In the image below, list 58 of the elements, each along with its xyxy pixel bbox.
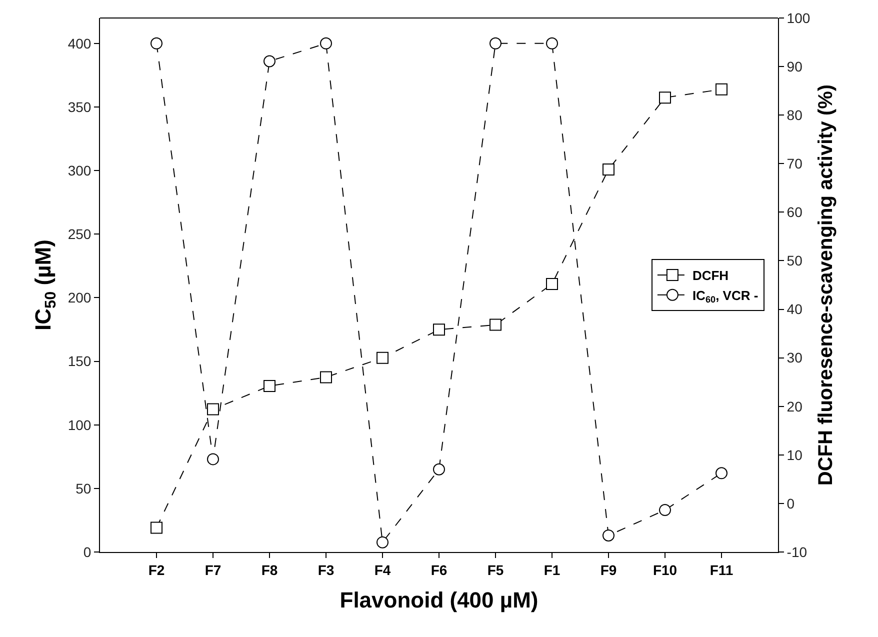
y2-tick-label: 80 bbox=[786, 106, 803, 123]
point bbox=[546, 278, 558, 290]
x-tick-label: F1 bbox=[544, 562, 560, 578]
y2-axis-title: DCFH fluoresence-scavenging activity (%) bbox=[814, 84, 837, 486]
y2-tick-label: 10 bbox=[786, 446, 803, 463]
x-tick-label: F8 bbox=[261, 562, 278, 578]
y2-tick-label: 90 bbox=[786, 58, 803, 74]
point bbox=[320, 37, 332, 50]
point bbox=[659, 504, 671, 516]
y2-tick-label: 50 bbox=[786, 252, 803, 269]
legend-label: DCFH bbox=[692, 268, 729, 284]
y2-tick-label: 70 bbox=[786, 156, 803, 172]
x-tick-label: F7 bbox=[204, 562, 222, 578]
x-tick-label: F4 bbox=[374, 562, 391, 578]
x-tick-label: F3 bbox=[318, 562, 334, 578]
point bbox=[490, 37, 502, 50]
x-axis-title: Flavonoid (400 µM) bbox=[340, 588, 538, 613]
point bbox=[264, 380, 276, 392]
x-tick-label: F2 bbox=[148, 562, 165, 578]
point bbox=[320, 371, 332, 384]
point bbox=[716, 83, 728, 96]
y2-tick-label: -10 bbox=[786, 544, 808, 560]
y-tick-label: 100 bbox=[68, 416, 92, 433]
point bbox=[659, 92, 671, 104]
point bbox=[150, 522, 162, 534]
x-tick-label: F9 bbox=[600, 562, 617, 578]
x-tick-label: F5 bbox=[487, 562, 504, 578]
point bbox=[207, 453, 219, 466]
y-tick-label: 250 bbox=[68, 226, 92, 242]
y-tick-label: 0 bbox=[83, 544, 92, 560]
y2-tick-label: 20 bbox=[786, 398, 803, 414]
x-tick-label: F10 bbox=[652, 562, 678, 578]
point bbox=[433, 324, 445, 336]
y2-tick-label: 100 bbox=[786, 10, 810, 26]
y2-tick-label: 60 bbox=[786, 204, 803, 220]
y-tick-label: 50 bbox=[76, 480, 92, 496]
point bbox=[264, 55, 276, 68]
y-tick-label: 350 bbox=[68, 98, 92, 115]
point bbox=[716, 467, 728, 480]
y-tick-label: 300 bbox=[68, 162, 92, 178]
x-tick-label: F11 bbox=[710, 562, 734, 578]
y-tick-label: 400 bbox=[68, 35, 92, 52]
point bbox=[490, 318, 502, 331]
x-tick-label: F6 bbox=[430, 562, 448, 578]
y-tick-label: 200 bbox=[68, 290, 92, 306]
point bbox=[602, 529, 614, 542]
point bbox=[376, 352, 388, 364]
point bbox=[602, 163, 614, 176]
y2-tick-label: 40 bbox=[786, 301, 803, 318]
y2-tick-label: 0 bbox=[786, 495, 795, 512]
point bbox=[546, 37, 558, 50]
point bbox=[433, 463, 445, 476]
point bbox=[207, 403, 219, 416]
point bbox=[150, 37, 162, 50]
y2-tick-label: 30 bbox=[786, 350, 803, 366]
legend-label: IC$_{60}$, VCR - bbox=[692, 288, 758, 305]
point bbox=[376, 536, 388, 548]
y-tick-label: 150 bbox=[68, 353, 92, 370]
